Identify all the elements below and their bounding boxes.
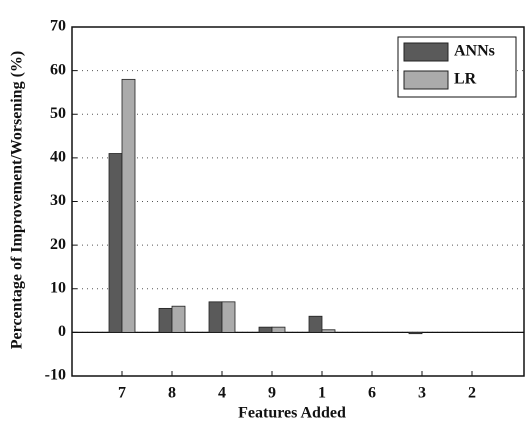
x-tick-label: 8 [168,385,176,402]
y-tick-label: 30 [50,192,66,209]
legend-swatch [403,42,449,62]
x-tick-label: 2 [468,385,476,402]
bar [308,315,323,333]
y-tick-label: 0 [58,323,66,340]
bar [121,78,136,333]
bar [208,301,223,333]
x-tick-label: 6 [368,385,376,402]
x-tick-label: 9 [268,385,276,402]
y-axis-label: Percentage of Improvement/Worsening (%) [9,51,26,349]
plot-frame [71,26,525,377]
x-tick-label: 3 [418,385,426,402]
y-tick-label: 50 [50,105,66,122]
x-tick-label: 1 [318,385,326,402]
y-tick-label: 40 [50,149,66,166]
bar [171,305,186,333]
bar [271,326,286,333]
bar [408,331,423,335]
bar [321,329,336,333]
bar [108,153,123,333]
y-tick-label: 60 [50,61,66,78]
y-tick-label: 70 [50,18,66,35]
x-tick-label: 7 [118,385,126,402]
x-axis-label: Features Added [238,405,346,422]
legend-label: ANNs [454,43,495,60]
bar [158,307,173,333]
bar [258,326,273,333]
y-tick-label: 20 [50,236,66,253]
y-tick-label: 10 [50,279,66,296]
bar [221,301,236,333]
y-tick-label: -10 [45,367,66,384]
legend-swatch [403,70,449,90]
legend: ANNs LR [397,36,517,98]
legend-label: LR [454,71,477,88]
x-tick-label: 4 [218,385,226,402]
